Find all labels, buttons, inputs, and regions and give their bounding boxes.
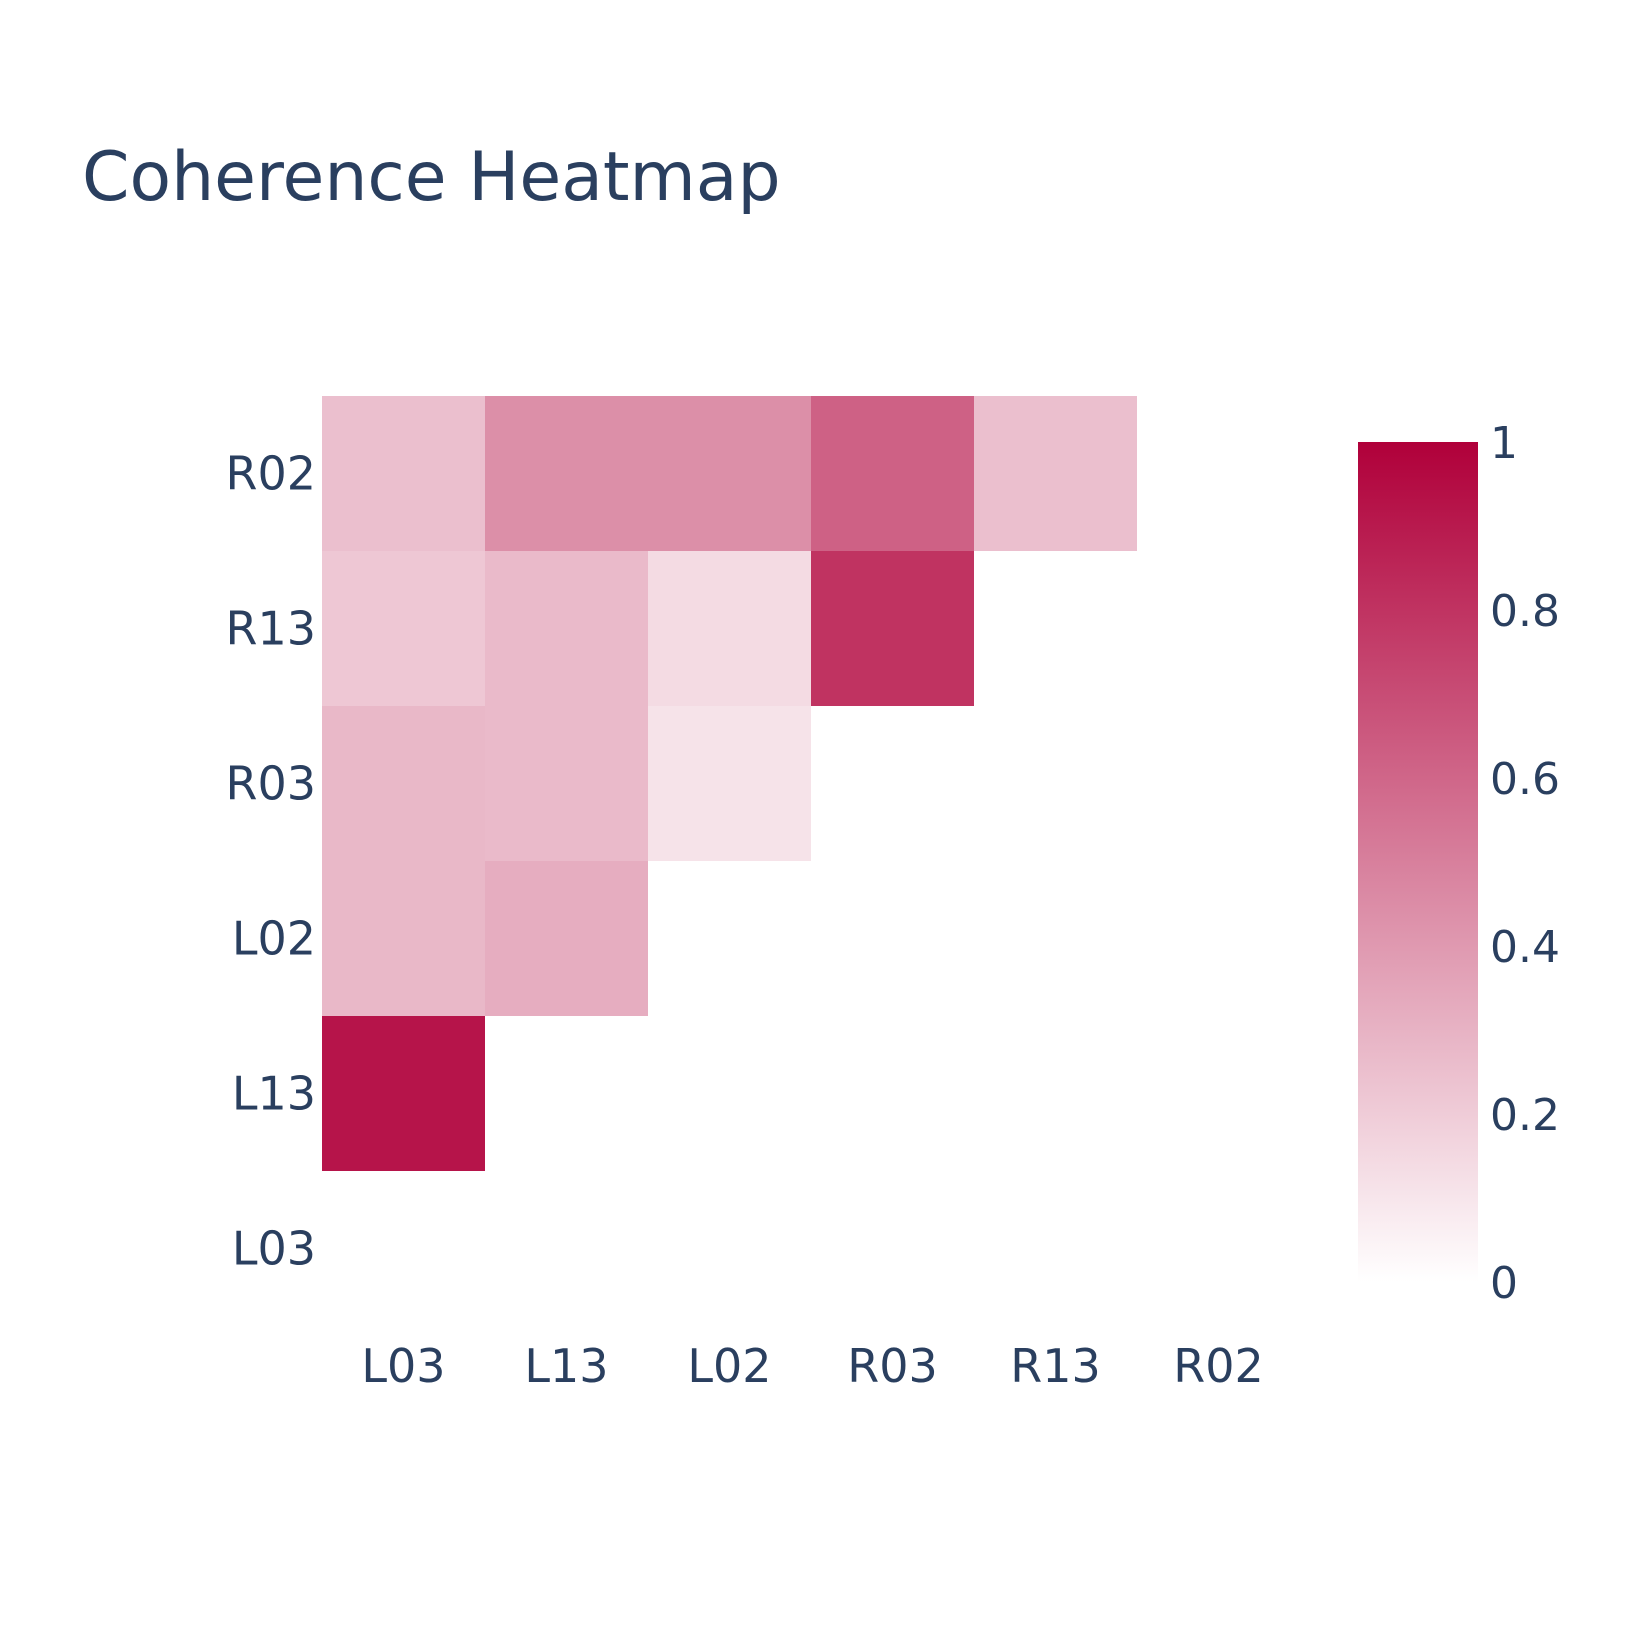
x-tick-label: R02 [1173,1339,1264,1393]
x-tick-label: L03 [361,1339,445,1393]
heatmap-cell-R13-L03 [322,551,485,706]
colorbar-tick-label: 0 [1490,1258,1518,1309]
x-tick-label: R03 [847,1339,938,1393]
heatmap-cell-R02-L03 [322,396,485,551]
x-tick-label: L13 [524,1339,608,1393]
heatmap-cell-R02-L13 [485,396,648,551]
heatmap-cell-L02-L03 [322,861,485,1016]
y-axis-ticks: L03 L13 L02 R03 R13 R02 [226,447,317,1276]
heatmap-cell-R03-L02 [648,706,811,861]
heatmap-cell-R13-R03 [811,551,974,706]
colorbar-tick-label: 0.2 [1490,1090,1560,1141]
heatmap-cell-R13-L02 [648,551,811,706]
y-tick-label: R03 [226,757,317,811]
x-tick-label: R13 [1010,1339,1101,1393]
colorbar-ticks: 0 0.2 0.4 0.6 0.8 1 [1490,418,1560,1309]
y-tick-label: R02 [226,447,317,501]
x-axis-ticks: L03 L13 L02 R03 R13 R02 [361,1339,1263,1393]
colorbar [1358,442,1478,1282]
heatmap-cell-L02-L13 [485,861,648,1016]
heatmap-cells [322,396,1137,1171]
y-tick-label: L03 [232,1222,316,1276]
colorbar-tick-label: 0.4 [1490,922,1560,973]
chart-title: Coherence Heatmap [82,138,781,217]
x-tick-label: L02 [687,1339,771,1393]
heatmap-cell-R03-L03 [322,706,485,861]
heatmap-cell-L13-L03 [322,1016,485,1171]
heatmap-cell-R02-L02 [648,396,811,551]
colorbar-tick-label: 0.8 [1490,586,1560,637]
y-tick-label: L02 [232,912,316,966]
heatmap-cell-R02-R13 [974,396,1137,551]
colorbar-tick-label: 1 [1490,418,1518,469]
y-tick-label: L13 [232,1067,316,1121]
heatmap-cell-R13-L13 [485,551,648,706]
heatmap-cell-R02-R03 [811,396,974,551]
colorbar-tick-label: 0.6 [1490,754,1560,805]
heatmap-cell-R03-L13 [485,706,648,861]
y-tick-label: R13 [226,602,317,656]
